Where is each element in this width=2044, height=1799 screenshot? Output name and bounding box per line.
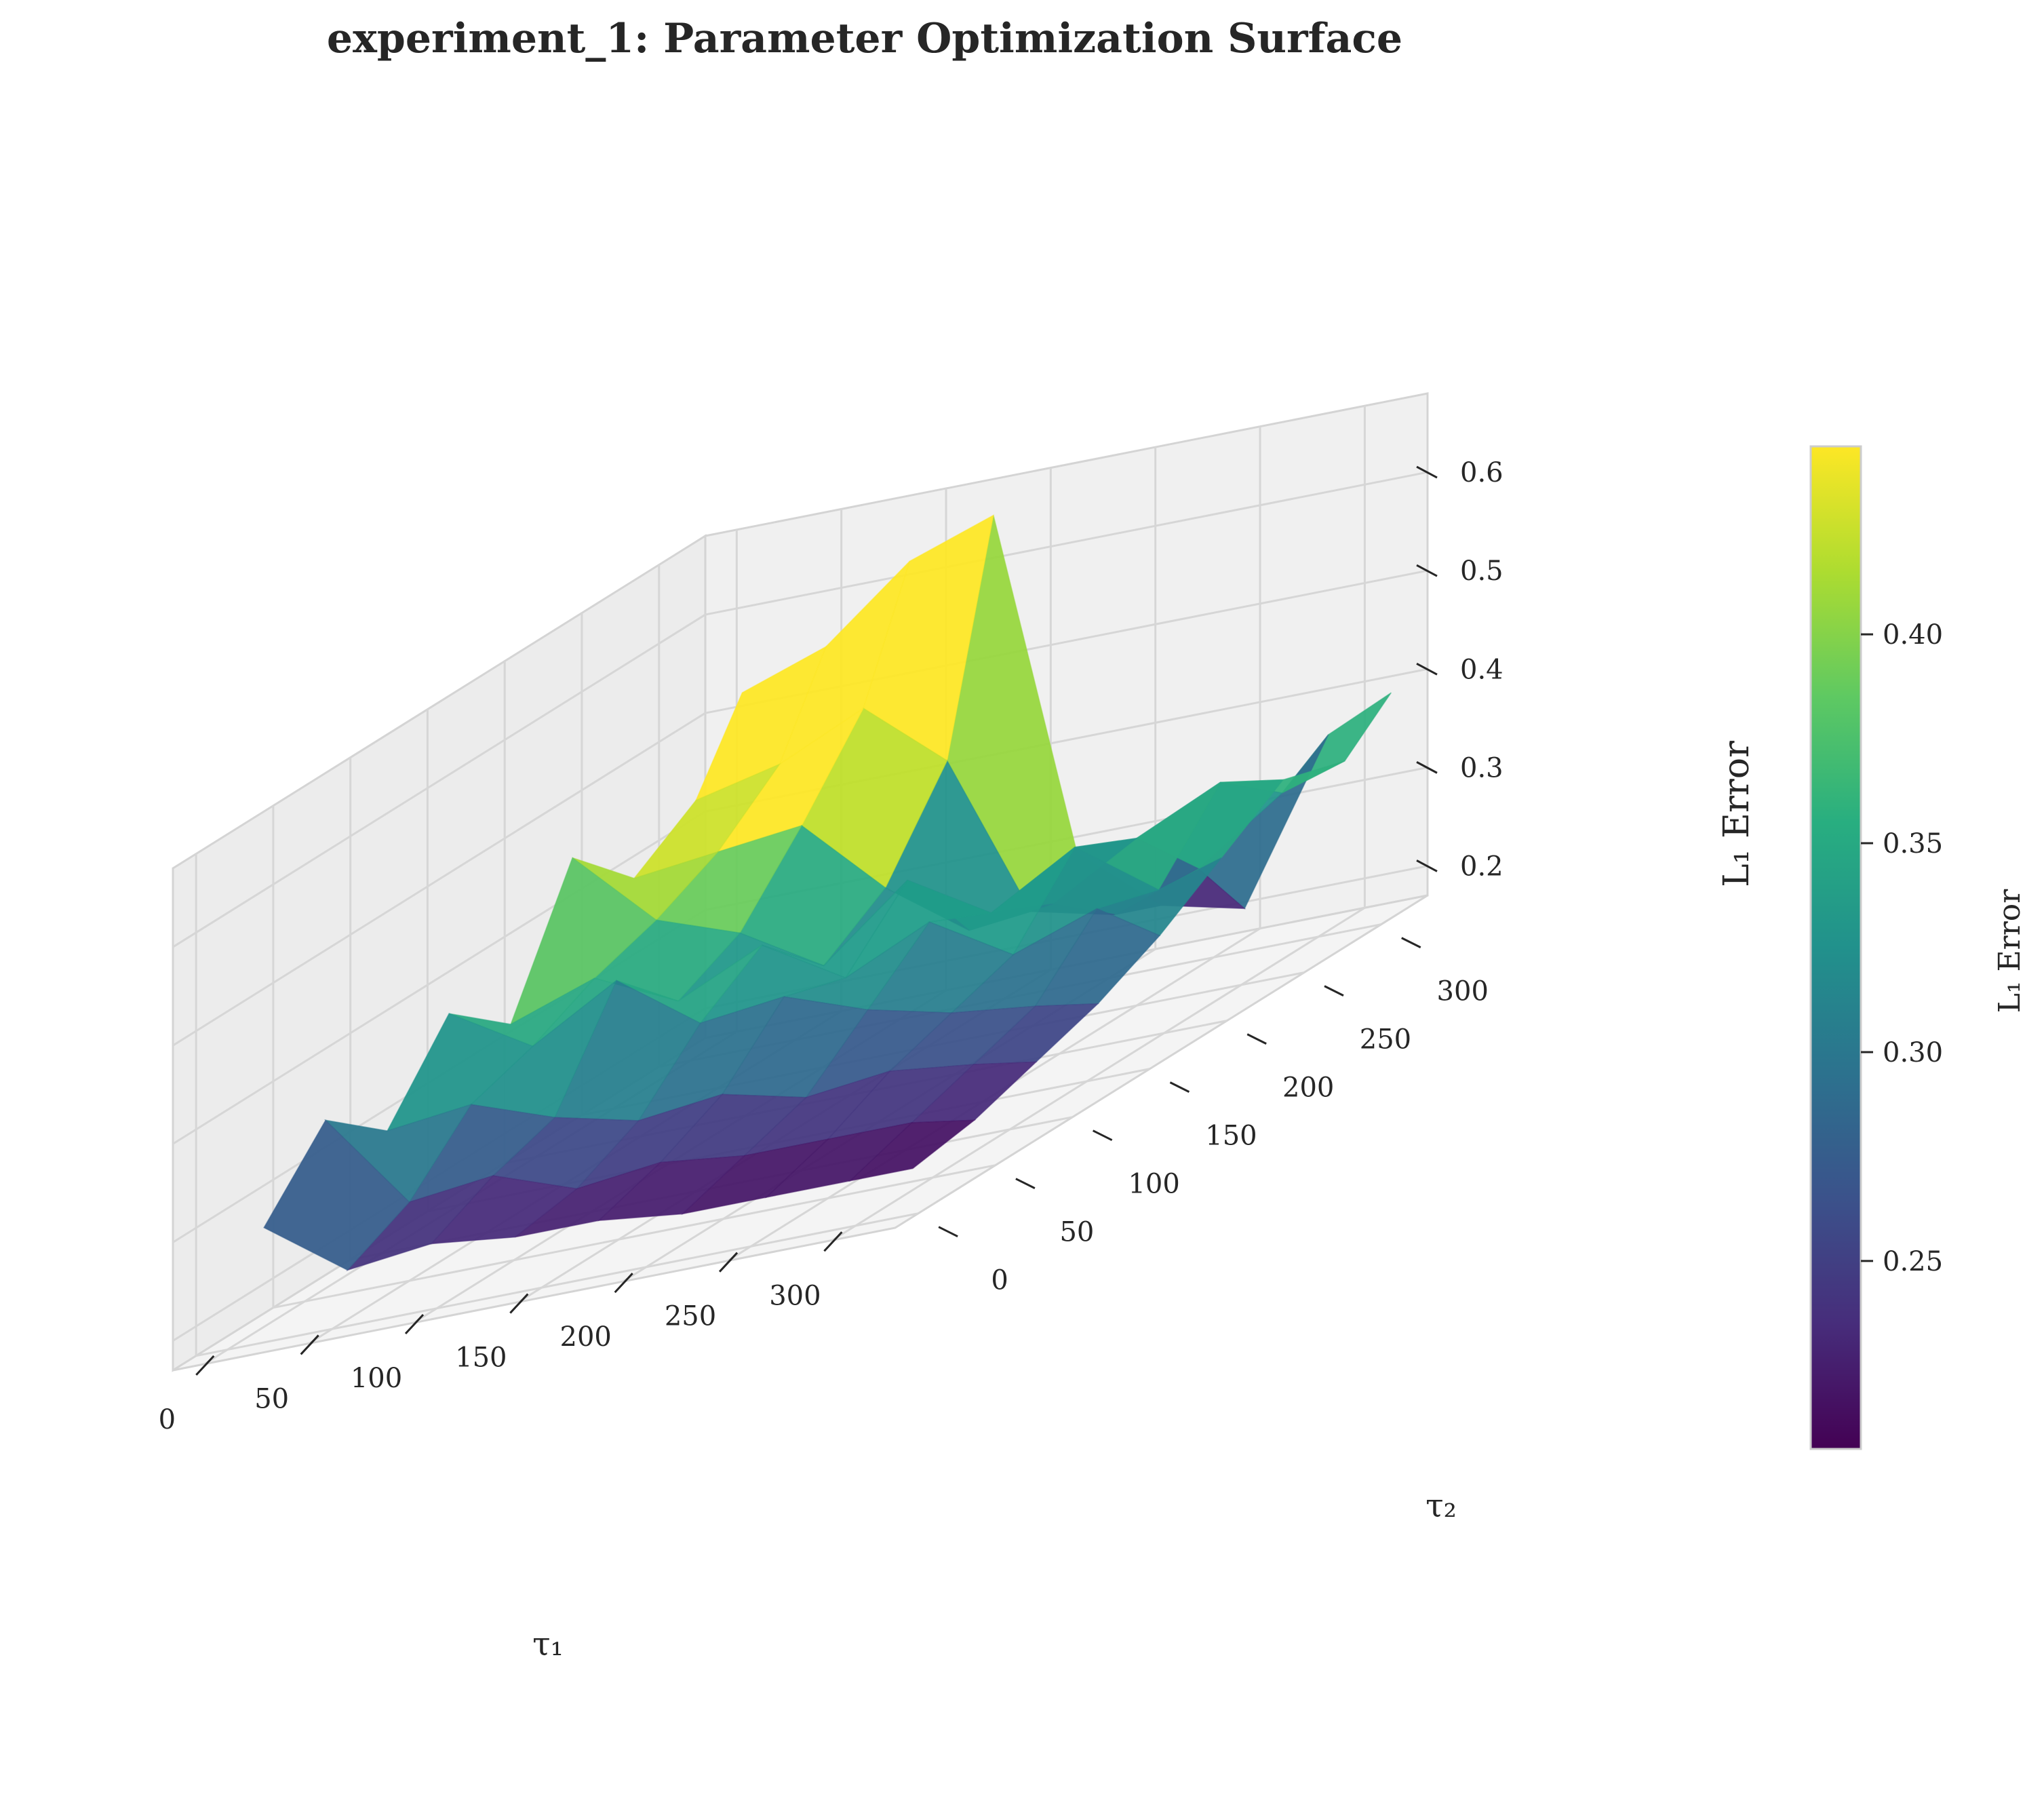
grid-line — [195, 1212, 919, 1357]
y-tick-mark — [1092, 1129, 1113, 1142]
axis-ticks: 0 50 100 150 200 250 300 0 50 100 150 200 250 300 0.2 0… — [159, 457, 1503, 1435]
colorbar-ticks: 0.25 0.30 0.35 0.40 — [1861, 619, 1943, 1277]
chart-title: experiment_1: Parameter Optimization Sur… — [327, 15, 1402, 62]
grid-line — [705, 471, 1428, 616]
z-tick-mark — [1416, 761, 1438, 774]
surface-mesh — [263, 514, 1392, 1271]
y-tick-label: 200 — [1282, 1072, 1334, 1104]
x-tick-label: 200 — [560, 1321, 612, 1353]
x-tick-label: 300 — [769, 1280, 821, 1311]
z-tick-label: 0.5 — [1460, 556, 1503, 587]
colorbar-label: L₁ Error — [1992, 889, 2027, 1013]
colorbar-gradient — [1809, 445, 1862, 1450]
y-tick-label: 250 — [1360, 1024, 1411, 1056]
y-tick-mark — [1015, 1178, 1036, 1190]
x-tick-mark — [404, 1313, 425, 1335]
y-tick-label: 50 — [1059, 1217, 1094, 1248]
y-tick-mark — [1401, 937, 1421, 948]
surface-patch — [263, 1119, 410, 1271]
z-tick-label: 0.4 — [1460, 654, 1503, 685]
grid-line — [831, 906, 1366, 1241]
x-tick-mark — [195, 1355, 215, 1376]
y-tick-mark — [1324, 985, 1344, 997]
z-tick-mark — [1416, 465, 1438, 479]
y-tick-mark — [1169, 1081, 1190, 1093]
x-tick-mark — [718, 1252, 739, 1273]
colorbar-tick-label: 0.30 — [1883, 1037, 1943, 1068]
y-tick-label: 150 — [1205, 1121, 1257, 1152]
x-tick-mark — [614, 1273, 633, 1294]
colorbar-tick-label: 0.35 — [1883, 828, 1943, 859]
z-axis-label: L₁ Error — [1716, 741, 1757, 887]
colorbar-tick-label: 0.25 — [1883, 1246, 1943, 1277]
x-tick-label: 150 — [455, 1342, 507, 1374]
grid-line — [273, 1164, 996, 1309]
z-tick-mark — [1416, 564, 1438, 577]
z-tick-label: 0.3 — [1460, 752, 1503, 784]
z-tick-label: 0.6 — [1460, 457, 1503, 488]
x-tick-mark — [509, 1293, 529, 1314]
y-tick-label: 0 — [991, 1265, 1008, 1296]
colorbar: 0.25 0.30 0.35 0.40 L₁ Error — [1809, 445, 2027, 1450]
z-tick-mark — [1416, 662, 1438, 676]
x-tick-label: 50 — [254, 1383, 289, 1414]
z-tick-label: 0.2 — [1460, 851, 1503, 882]
grid-line — [172, 811, 706, 1145]
y-tick-mark — [1246, 1033, 1267, 1045]
y-axis-label: τ₂ — [1426, 1487, 1457, 1525]
grid-line — [172, 613, 706, 948]
grid-line — [172, 712, 706, 1047]
x-tick-mark — [823, 1231, 843, 1252]
y-tick-label: 300 — [1437, 976, 1489, 1007]
colorbar-tick-label: 0.40 — [1883, 619, 1943, 651]
z-tick-mark — [1416, 859, 1438, 872]
x-tick-label: 100 — [351, 1363, 402, 1394]
y-tick-label: 100 — [1128, 1169, 1179, 1200]
x-axis-label: τ₁ — [532, 1625, 564, 1663]
y-tick-mark — [938, 1226, 958, 1238]
x-tick-mark — [300, 1334, 319, 1355]
x-tick-label: 0 — [159, 1404, 176, 1435]
x-tick-label: 250 — [665, 1301, 716, 1332]
